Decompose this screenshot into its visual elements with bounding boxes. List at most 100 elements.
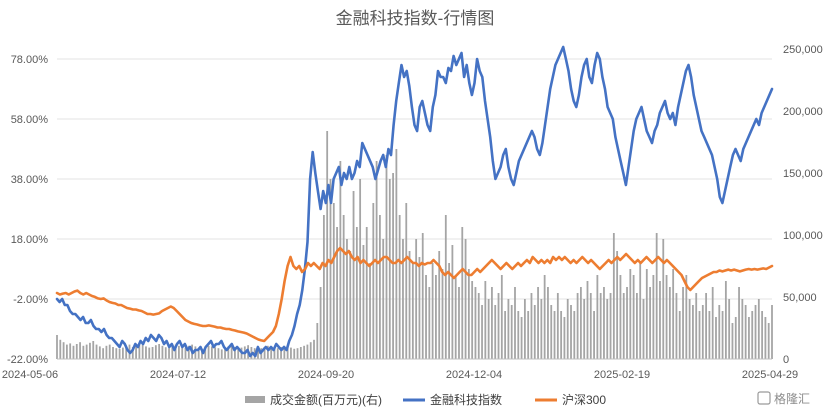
volume-bar (421, 233, 424, 359)
volume-bar (415, 239, 418, 359)
volume-bar (665, 275, 668, 359)
volume-bar (148, 347, 151, 359)
volume-bar (688, 299, 691, 359)
volume-bar (484, 281, 487, 359)
volume-bar (411, 263, 414, 359)
volume-bar (405, 203, 408, 359)
volume-bar (336, 227, 338, 359)
legend-label: 成交金额(百万元)(右) (270, 392, 382, 407)
volume-bar (553, 311, 556, 359)
volume-bar (771, 305, 773, 359)
volume-bar (329, 179, 332, 359)
volume-bar (438, 251, 441, 359)
volume-bar (207, 345, 210, 359)
y-right-tick-label: 150,000 (783, 168, 823, 180)
legend-item: 成交金额(百万元)(右) (245, 392, 382, 407)
fintech-index-line (55, 45, 774, 358)
volume-bar (487, 299, 490, 359)
volume-bar (757, 299, 760, 359)
volume-bar (435, 275, 437, 359)
y-right-tick-label: 200,000 (783, 106, 823, 118)
volume-bar (761, 311, 764, 359)
volume-bar (748, 317, 750, 359)
volume-bar (705, 293, 708, 359)
volume-bar (98, 346, 101, 359)
volume-bar (573, 311, 576, 359)
volume-bar (112, 347, 114, 359)
volume-bar (402, 239, 404, 359)
volume-bar (369, 263, 371, 359)
volume-bar (365, 227, 368, 359)
volume-bar (395, 149, 398, 359)
volume-bar (537, 287, 539, 359)
volume-bar (662, 239, 665, 359)
volume-bar (118, 348, 121, 359)
volume-bar (154, 345, 157, 359)
line-series-group (55, 45, 774, 358)
volume-bar (527, 311, 530, 359)
watermark: 格隆汇 (757, 391, 810, 406)
volume-bar (263, 347, 266, 359)
volume-bar (141, 344, 144, 359)
volume-bar (500, 275, 503, 359)
volume-bar (530, 293, 533, 359)
volume-bar (349, 251, 352, 359)
volume-bar (425, 275, 427, 359)
volume-bar (444, 215, 447, 359)
volume-bar (481, 305, 483, 359)
volume-bar (230, 345, 233, 359)
volume-bar (461, 227, 464, 359)
volume-bar (632, 275, 635, 359)
volume-bar (299, 347, 302, 359)
volume-bar (65, 344, 68, 359)
volume-bar (563, 317, 566, 359)
volume-bar (642, 299, 645, 359)
volume-bar (448, 263, 450, 359)
volume-bar (79, 342, 81, 359)
volume-bar (95, 344, 98, 359)
y-axis-left: 78.00% 58.00% 38.00% 18.00% -2.00% -22.00% (7, 54, 48, 366)
y-left-tick-label: 18.00% (11, 234, 49, 246)
volume-bar (599, 293, 602, 359)
volume-bar (724, 281, 727, 359)
y-right-tick-label: 250,000 (783, 44, 823, 56)
y-left-tick-label: 78.00% (11, 54, 49, 66)
volume-bar (151, 347, 154, 359)
volume-bar (560, 311, 563, 359)
volume-bar (494, 305, 497, 359)
volume-bar (668, 287, 671, 359)
x-tick-label: 2024-12-04 (446, 369, 502, 381)
volume-bar (322, 215, 325, 359)
volume-bar (566, 299, 569, 359)
legend-label: 金融科技指数 (430, 392, 502, 407)
volume-bar (728, 299, 731, 359)
volume-bar (145, 346, 147, 359)
volume-bar (309, 342, 312, 359)
volume-bar (355, 227, 358, 359)
volume-bar (721, 311, 724, 359)
x-tick-label: 2025-02-19 (594, 369, 650, 381)
volume-bar (715, 317, 717, 359)
x-tick-label: 2024-05-06 (2, 369, 58, 381)
volume-bar (194, 346, 197, 359)
volume-bar (744, 305, 747, 359)
volume-bar-series (56, 131, 773, 359)
volume-bar (675, 293, 678, 359)
volume-bar (115, 348, 118, 359)
legend-label: 沪深300 (562, 393, 606, 407)
volume-bar (168, 348, 170, 359)
volume-bar (227, 346, 230, 359)
volume-bar (392, 173, 394, 359)
chart-title: 金融科技指数-行情图 (336, 9, 495, 28)
volume-bar (102, 348, 105, 359)
volume-bar (62, 342, 65, 359)
volume-bar (197, 348, 200, 359)
y-axis-right: 250,000 200,000 150,000 100,000 50,000 0 (783, 44, 823, 366)
x-axis: 2024-05-06 2024-07-12 2024-09-20 2024-12-04… (2, 369, 798, 381)
volume-bar (131, 347, 134, 359)
volume-bar (451, 245, 454, 359)
volume-bar (135, 345, 137, 359)
volume-bar (523, 299, 526, 359)
volume-bar (210, 346, 213, 359)
volume-bar (556, 293, 559, 359)
